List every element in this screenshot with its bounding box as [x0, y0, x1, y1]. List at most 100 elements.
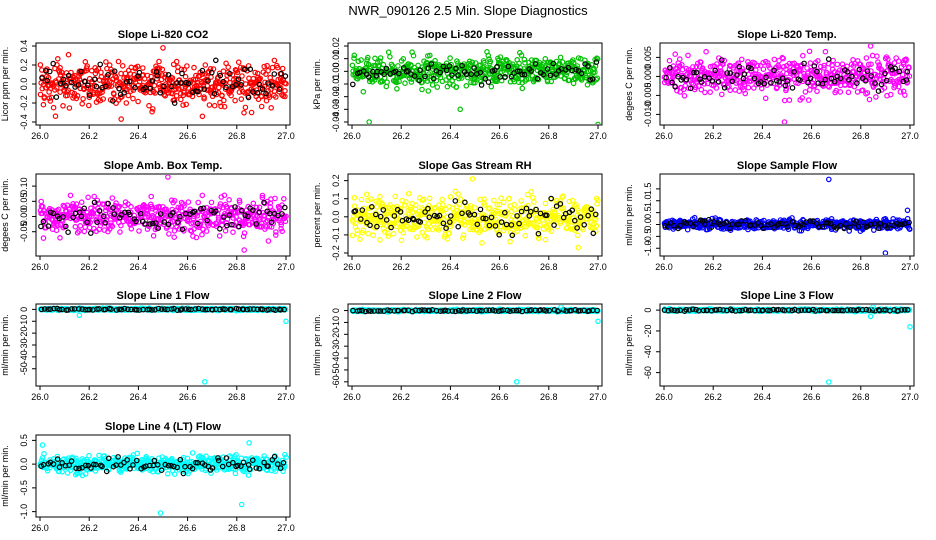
highlight-point — [157, 90, 164, 96]
data-point — [92, 65, 98, 71]
panel-title: Slope Li-820 CO2 — [118, 29, 208, 41]
data-point — [84, 63, 91, 69]
highlight-point — [153, 220, 159, 226]
highlight-point — [837, 75, 844, 82]
data-point — [236, 199, 243, 206]
data-point — [150, 106, 156, 112]
data-point — [868, 68, 874, 74]
highlight-point — [102, 220, 109, 226]
highlight-point — [254, 90, 261, 96]
data-point — [524, 202, 531, 209]
data-point — [355, 58, 362, 65]
highlight-point — [446, 63, 453, 69]
highlight-point — [97, 61, 104, 68]
data-point — [358, 196, 365, 203]
data-point — [64, 92, 71, 99]
y-tick-label: 0.000 — [643, 65, 653, 88]
highlight-point — [271, 71, 278, 77]
highlight-point — [132, 84, 138, 91]
y-tick-label: -0.2 — [331, 245, 341, 261]
highlight-point — [718, 57, 725, 63]
y-tick-label: 0.0 — [643, 218, 653, 231]
data-point — [134, 63, 141, 70]
outlier-point — [469, 176, 476, 182]
highlight-point — [811, 63, 818, 69]
highlight-point — [410, 216, 417, 223]
highlight-point — [508, 222, 515, 228]
highlight-point — [201, 86, 208, 92]
data-point — [376, 199, 382, 205]
data-point — [106, 62, 113, 68]
highlight-point — [242, 66, 248, 73]
y-tick-label: -50 — [19, 362, 29, 375]
highlight-point — [416, 77, 423, 84]
x-tick-label: 26.8 — [228, 262, 246, 272]
data-point — [432, 204, 439, 211]
highlight-point — [279, 211, 285, 217]
highlight-point — [455, 72, 461, 78]
data-point — [78, 199, 85, 206]
data-point — [901, 92, 908, 98]
data-point — [57, 64, 63, 71]
highlight-point — [133, 218, 139, 225]
highlight-point — [440, 220, 447, 227]
highlight-point — [430, 75, 437, 82]
plot-frame — [347, 173, 603, 257]
data-point — [372, 218, 378, 224]
highlight-point — [729, 78, 736, 85]
data-point — [569, 197, 576, 204]
data-point — [76, 228, 82, 235]
data-point — [54, 55, 61, 62]
data-point — [398, 237, 405, 244]
data-point — [201, 94, 207, 100]
data-point — [426, 195, 433, 202]
data-point — [280, 196, 287, 202]
data-point — [253, 204, 260, 211]
panel-title: Slope Gas Stream RH — [418, 160, 531, 172]
data-point — [389, 63, 396, 69]
data-point — [511, 201, 518, 208]
data-point — [263, 97, 270, 104]
highlight-point — [849, 73, 855, 80]
data-point — [153, 204, 160, 211]
highlight-point — [365, 308, 372, 314]
data-point — [570, 57, 576, 63]
x-tick-label: 26.4 — [754, 262, 772, 272]
data-point — [234, 69, 241, 76]
highlight-point — [534, 75, 541, 82]
highlight-point — [182, 306, 189, 312]
highlight-point — [453, 65, 459, 72]
data-point — [559, 59, 566, 65]
highlight-point — [422, 73, 428, 80]
y-axis-label: ml/min per min. — [312, 314, 322, 376]
highlight-point — [449, 72, 455, 79]
y-tick-label: -20 — [331, 328, 341, 341]
outlier-point — [199, 113, 206, 120]
data-point — [408, 79, 415, 85]
y-tick-label: -1.0 — [643, 240, 653, 256]
panel-title: Slope Li-820 Temp. — [737, 29, 836, 41]
data-point — [822, 48, 829, 55]
data-point — [472, 205, 478, 211]
y-tick-label: 0.05 — [19, 193, 29, 211]
highlight-point — [590, 230, 597, 237]
highlight-point — [195, 88, 201, 95]
data-point — [232, 97, 238, 104]
highlight-point — [147, 221, 153, 227]
highlight-point — [426, 307, 433, 314]
highlight-point — [391, 213, 398, 219]
highlight-point — [44, 77, 51, 84]
highlight-point — [375, 308, 381, 314]
highlight-point — [377, 213, 384, 220]
data-point — [379, 202, 386, 208]
data-point — [156, 58, 162, 65]
outlier-point — [366, 119, 372, 124]
highlight-point — [383, 65, 390, 72]
data-point — [385, 49, 392, 56]
highlight-point — [405, 68, 411, 74]
data-points — [349, 305, 601, 385]
highlight-point — [240, 306, 247, 313]
data-point — [463, 83, 470, 89]
data-point — [221, 192, 228, 199]
y-axis-label: ml/min per min. — [0, 314, 10, 376]
